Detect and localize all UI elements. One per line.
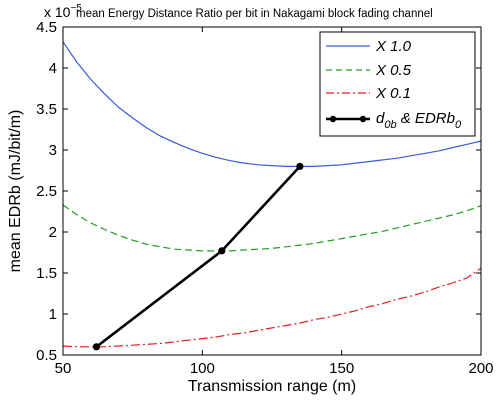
y-scale-base: x 10 <box>44 4 71 20</box>
y-tick-label: 2 <box>49 224 57 241</box>
legend-label-d0b-suffix: & EDRb <box>397 110 455 127</box>
plot-frame <box>62 26 482 356</box>
x-tick-label: 50 <box>55 360 72 377</box>
legend-label-x01: X 0.1 <box>375 85 411 102</box>
legend-marker-d0b-left <box>329 115 337 123</box>
y-tick-label: 3 <box>49 142 57 159</box>
legend-label-x05: X 0.5 <box>375 62 412 79</box>
plot-series <box>62 41 482 351</box>
legend-label-d0b-sub: 0b <box>384 119 396 131</box>
chart-title: mean Energy Distance Ratio per bit in Na… <box>76 8 433 20</box>
y-tick-label: 1.5 <box>36 265 57 282</box>
x-axis-label: Transmission range (m) <box>188 378 356 395</box>
series-d0b-marker <box>92 343 101 351</box>
series-x05-line <box>62 204 482 252</box>
x-tick-label: 100 <box>190 360 215 377</box>
series-d0b-marker <box>218 247 226 255</box>
y-tick-label: 0.5 <box>36 347 57 364</box>
legend-marker-d0b-right <box>359 115 367 123</box>
y-scale-exponent: −5 <box>70 3 82 14</box>
series-x10-line <box>62 41 482 167</box>
y-scale-factor: x 10−5 <box>44 3 82 20</box>
series-d0b-marker <box>296 162 304 170</box>
series-x01-line <box>62 267 482 348</box>
legend-label-x10: X 1.0 <box>375 38 412 55</box>
legend: X 1.0 X 0.5 X 0.1 d0b & EDRb0 <box>319 31 476 137</box>
legend-label-d0b-suffix-sub: 0 <box>455 119 462 131</box>
y-tick-label: 4 <box>49 60 57 77</box>
y-axis-label: mean EDRb (mJ/bit/m) <box>7 110 24 273</box>
legend-label-d0b-main: d <box>376 110 385 127</box>
legend-label-d0b: d0b & EDRb0 <box>376 110 462 131</box>
series-d0b-line <box>95 165 301 348</box>
y-tick-label: 1 <box>49 306 57 323</box>
x-tick-label: 200 <box>468 360 493 377</box>
y-tick-label: 2.5 <box>36 183 57 200</box>
y-tick-label: 3.5 <box>36 101 57 118</box>
y-tick-label: 4.5 <box>36 19 57 36</box>
x-tick-label: 150 <box>329 360 354 377</box>
